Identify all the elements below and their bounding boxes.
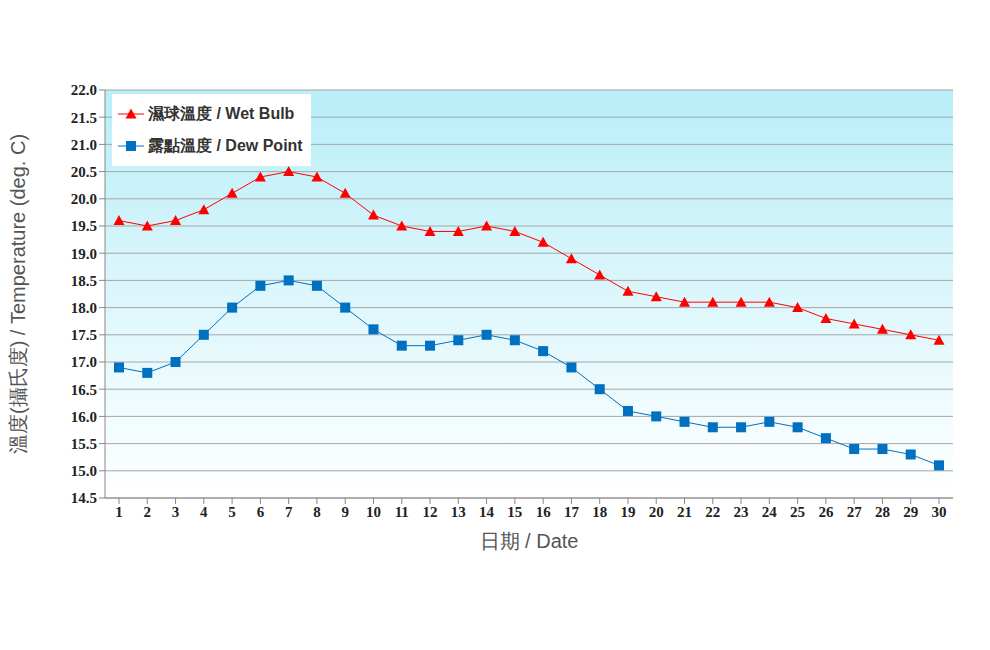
svg-text:19.5: 19.5 (71, 218, 97, 234)
svg-text:18: 18 (592, 504, 607, 520)
svg-text:5: 5 (228, 504, 236, 520)
svg-text:28: 28 (875, 504, 890, 520)
svg-text:17.5: 17.5 (71, 327, 97, 343)
svg-text:22: 22 (705, 504, 720, 520)
html-text:露點溫度 / Dew Point: 露點溫度 / Dew Point (148, 136, 303, 154)
svg-text:4: 4 (200, 504, 208, 520)
svg-text:9: 9 (341, 504, 349, 520)
svg-text:30: 30 (932, 504, 947, 520)
svg-text:20: 20 (649, 504, 664, 520)
svg-text:8: 8 (313, 504, 321, 520)
svg-text:18.0: 18.0 (71, 300, 97, 316)
svg-text:25: 25 (790, 504, 805, 520)
svg-text:21.0: 21.0 (71, 137, 97, 153)
svg-text:15.5: 15.5 (71, 436, 97, 452)
svg-text:23: 23 (734, 504, 749, 520)
svg-text:22.0: 22.0 (71, 82, 97, 98)
svg-text:18.5: 18.5 (71, 273, 97, 289)
svg-text:16: 16 (536, 504, 552, 520)
svg-text:14: 14 (479, 504, 495, 520)
svg-text:14.5: 14.5 (71, 490, 97, 506)
svg-text:溫度(攝氏度) / Temperature (deg. C): 溫度(攝氏度) / Temperature (deg. C) (8, 134, 29, 454)
svg-text:6: 6 (257, 504, 265, 520)
svg-text:16.5: 16.5 (71, 382, 97, 398)
svg-text:日期 / Date: 日期 / Date (480, 530, 579, 552)
svg-text:2: 2 (144, 504, 152, 520)
svg-text:11: 11 (395, 504, 409, 520)
svg-text:7: 7 (285, 504, 293, 520)
svg-text:1: 1 (115, 504, 123, 520)
svg-text:15: 15 (507, 504, 522, 520)
svg-text:21: 21 (677, 504, 692, 520)
svg-text:17: 17 (564, 504, 580, 520)
svg-text:10: 10 (366, 504, 381, 520)
svg-text:19.0: 19.0 (71, 246, 97, 262)
svg-text:16.0: 16.0 (71, 409, 97, 425)
html-text:濕球溫度 / Wet Bulb: 濕球溫度 / Wet Bulb (148, 104, 295, 122)
svg-text:21.5: 21.5 (71, 110, 97, 126)
svg-text:27: 27 (847, 504, 863, 520)
svg-text:15.0: 15.0 (71, 463, 97, 479)
svg-text:20.5: 20.5 (71, 164, 97, 180)
svg-text:29: 29 (903, 504, 918, 520)
svg-text:3: 3 (172, 504, 180, 520)
svg-text:26: 26 (818, 504, 834, 520)
svg-text:17.0: 17.0 (71, 354, 97, 370)
svg-text:13: 13 (451, 504, 466, 520)
svg-text:12: 12 (423, 504, 438, 520)
svg-text:24: 24 (762, 504, 778, 520)
svg-text:19: 19 (620, 504, 635, 520)
svg-text:20.0: 20.0 (71, 191, 97, 207)
